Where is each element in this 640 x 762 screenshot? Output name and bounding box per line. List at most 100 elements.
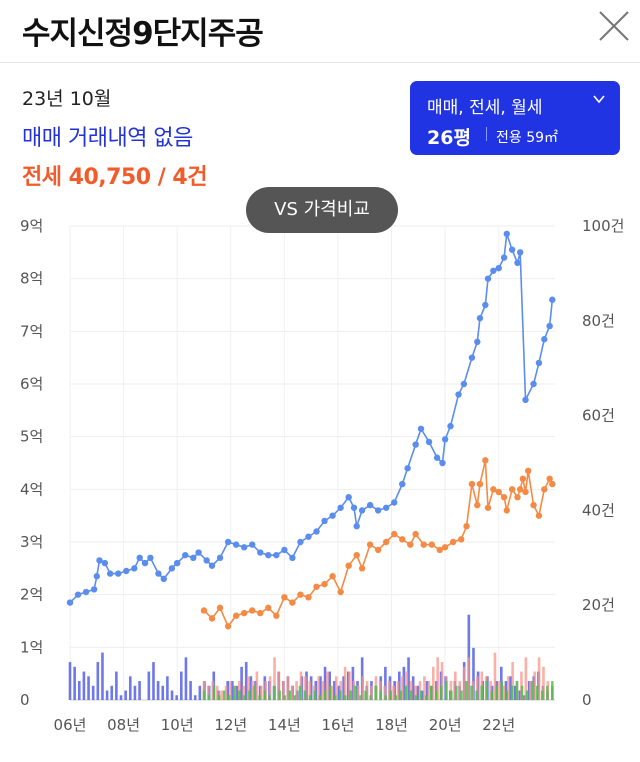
volume-bar [530, 681, 534, 700]
volume-bar [334, 676, 338, 700]
trade-types-label: 매매, 전세, 월세 [427, 98, 543, 118]
volume-bar [277, 671, 281, 700]
data-point [337, 504, 344, 511]
data-point [468, 354, 476, 361]
volume-bar [217, 695, 221, 700]
volume-bar [308, 695, 312, 700]
x-tick-label: 08년 [107, 716, 140, 734]
volume-bar [231, 681, 234, 700]
volume-bar [535, 685, 539, 700]
data-point [399, 480, 406, 488]
chart-grid [69, 225, 555, 701]
area-label: 전용 59㎡ [496, 130, 559, 146]
volume-bar [506, 676, 510, 700]
volume-bar [278, 690, 281, 700]
data-point [90, 586, 98, 593]
volume-bar [429, 685, 433, 700]
volume-bar [170, 690, 174, 700]
volume-bar [361, 676, 365, 700]
data-point [530, 501, 537, 509]
volume-bar [515, 681, 519, 700]
data-point [519, 475, 527, 482]
data-point [200, 607, 208, 614]
volume-bar [500, 681, 504, 700]
volume-bar [202, 690, 206, 700]
data-point [358, 507, 366, 514]
selected-date: 23년 10월 [22, 88, 112, 110]
data-point [106, 570, 114, 577]
volume-bar [87, 676, 90, 700]
volume-bar [541, 690, 544, 700]
data-point [131, 565, 138, 572]
volume-bar [166, 676, 169, 700]
data-point [353, 551, 360, 559]
volume-bar [317, 676, 320, 700]
trade-type-filter-button[interactable]: 매매, 전세, 월세 26평 전용 59㎡ [410, 81, 620, 155]
data-point [476, 480, 484, 488]
volume-bar [370, 685, 373, 700]
data-point [240, 544, 248, 551]
volume-bar [476, 676, 479, 700]
volume-bar [323, 666, 327, 700]
data-point [460, 380, 468, 388]
volume-bar [211, 681, 215, 700]
volume-bar [244, 662, 248, 700]
volume-bar [343, 666, 347, 700]
data-point [514, 259, 521, 267]
data-point [297, 538, 304, 546]
data-point [289, 599, 296, 606]
volume-bar [138, 681, 141, 700]
data-point [391, 499, 398, 506]
y-right-tick-label: 100건 [582, 217, 624, 235]
volume-bar [246, 676, 250, 700]
volume-bar [198, 685, 202, 700]
data-point [482, 457, 489, 464]
vs-price-compare-button[interactable]: VS 가격비교 [246, 187, 398, 233]
data-point [447, 422, 454, 430]
volume-bar [242, 685, 245, 700]
y-left-tick-label: 1억 [20, 638, 43, 656]
data-point [232, 612, 240, 619]
data-point [514, 494, 521, 501]
volume-bar [537, 657, 541, 700]
data-point [546, 475, 553, 482]
data-point [484, 504, 492, 511]
volume-bar [77, 681, 81, 700]
x-tick-label: 20년 [429, 716, 462, 734]
volume-bar [215, 685, 219, 700]
data-point [249, 541, 256, 548]
chevron-down-icon [592, 91, 606, 110]
volume-bar [288, 690, 292, 700]
volume-bar [207, 685, 210, 700]
data-point [522, 488, 529, 496]
volume-bar [255, 671, 259, 700]
pyeong-size-label: 26평 [427, 127, 471, 149]
data-point [503, 507, 510, 514]
volume-bar [396, 681, 400, 700]
data-point [203, 557, 210, 564]
data-point [382, 504, 390, 511]
data-point [441, 544, 449, 551]
data-point [508, 246, 516, 253]
data-point [216, 554, 224, 561]
volume-bar [533, 671, 536, 700]
data-point [458, 536, 465, 543]
volume-bar [233, 685, 236, 700]
data-point [549, 296, 556, 303]
volume-bar [401, 676, 404, 700]
data-point [115, 570, 122, 577]
volume-bar [303, 690, 307, 700]
volume-bar [258, 695, 261, 700]
volume-bar [404, 685, 408, 700]
data-point [417, 425, 425, 432]
volume-bar [175, 695, 178, 700]
volume-bar [263, 690, 266, 700]
data-point [484, 275, 492, 282]
volume-bar [337, 685, 341, 700]
volume-bar [528, 681, 532, 700]
y-left-tick-label: 2억 [20, 586, 43, 604]
volume-bar [445, 681, 448, 700]
volume-bar [156, 681, 160, 700]
volume-bar [105, 690, 109, 700]
close-icon[interactable] [594, 6, 634, 46]
